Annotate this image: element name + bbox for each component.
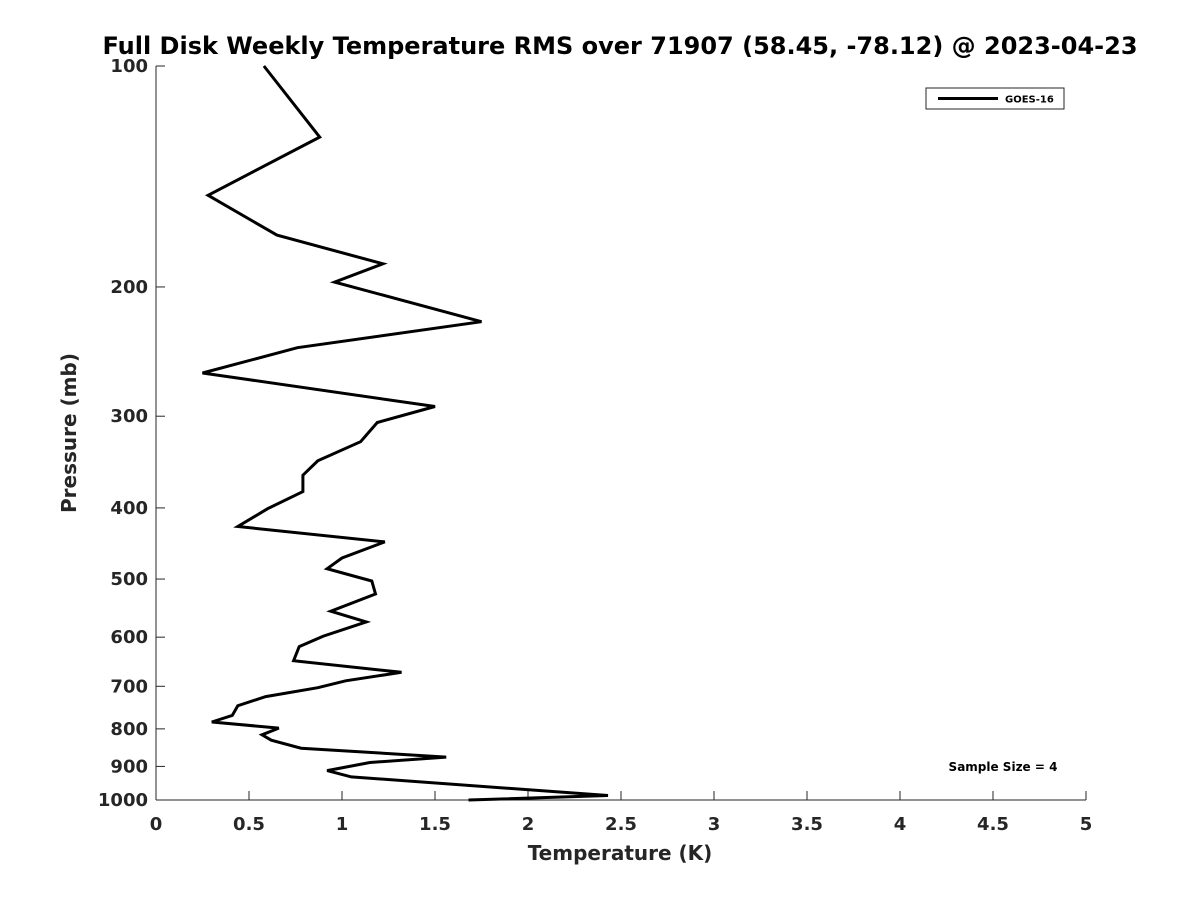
sample-size-annotation: Sample Size = 4 [949,760,1058,774]
y-tick-label: 100 [110,56,148,77]
chart-title: Full Disk Weekly Temperature RMS over 71… [102,32,1137,60]
series-layer [202,65,609,802]
y-tick-label: 900 [110,756,148,777]
x-tick-label: 3 [708,814,721,835]
legend: GOES-16 [925,87,1065,110]
y-tick-label: 700 [110,676,148,697]
y-tick-label: 300 [110,406,148,427]
x-axis-label: Temperature (K) [528,841,713,865]
y-axis-label: Pressure (mb) [57,353,81,513]
x-tick-label: 1 [336,814,349,835]
y-tick-label: 400 [110,498,148,519]
y-tick-label: 600 [110,627,148,648]
y-tick-label: 800 [110,719,148,740]
legend-label: GOES-16 [1005,95,1054,106]
x-tick-label: 3.5 [791,814,823,835]
x-tick-label: 2 [522,814,535,835]
x-tick-label: 4 [894,814,907,835]
x-tick-label: 1.5 [419,814,451,835]
x-tick-label: 2.5 [605,814,637,835]
series-line-goes-16 [202,65,609,802]
y-tick-label: 1000 [98,790,148,811]
x-tick-label: 0 [150,814,163,835]
x-tick-label: 5 [1080,814,1093,835]
y-tick-label: 200 [110,277,148,298]
x-tick-label: 0.5 [233,814,265,835]
x-tick-label: 4.5 [977,814,1009,835]
y-tick-label: 500 [110,569,148,590]
axes: 0 0.5 1 1.5 2 2.5 3 3.5 4 4.5 5 100 200 300 400 500 600 7… [98,56,1092,835]
